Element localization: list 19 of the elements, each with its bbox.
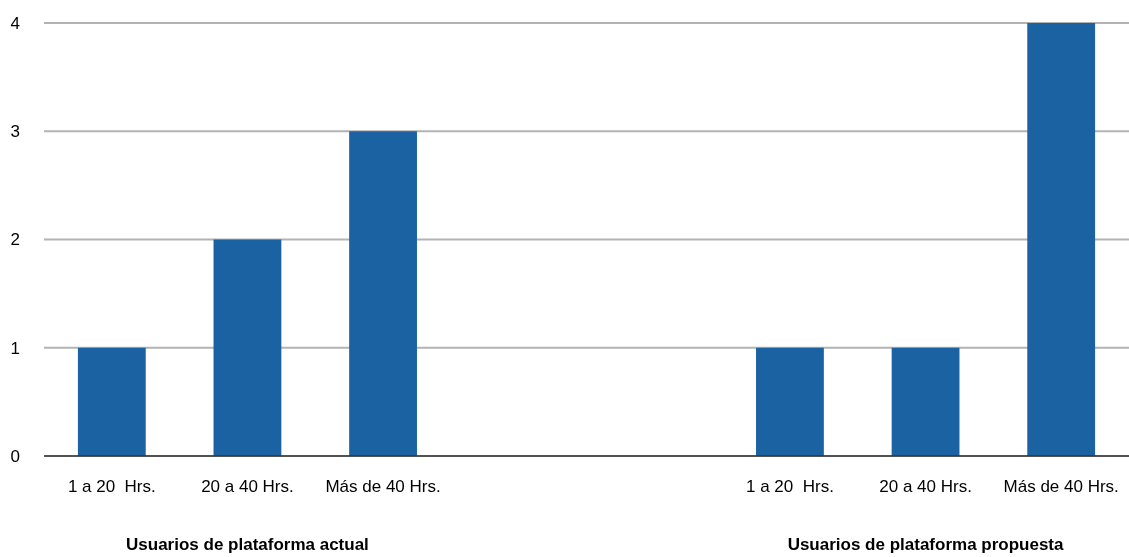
y-tick-label: 1 <box>10 338 20 358</box>
bar <box>77 347 146 456</box>
y-tick-label: 4 <box>10 13 20 33</box>
bar <box>213 239 282 456</box>
x-tick-label: 20 a 40 Hrs. <box>201 477 294 496</box>
y-tick-label: 0 <box>10 446 20 466</box>
bar <box>891 347 960 456</box>
x-tick-label: 1 a 20 Hrs. <box>67 477 156 496</box>
x-tick-label: 1 a 20 Hrs. <box>746 477 834 496</box>
y-tick-label: 2 <box>10 230 20 250</box>
x-tick-label: Más de 40 Hrs. <box>1003 477 1119 496</box>
bar <box>1027 23 1096 456</box>
text: Usuarios de plataforma propuesta <box>787 535 1065 554</box>
text: Usuarios de plataforma actual <box>126 535 369 554</box>
x-tick-label: 20 a 40 Hrs. <box>879 477 972 496</box>
x-tick-label: Más de 40 Hrs. <box>325 477 441 496</box>
bar <box>349 131 417 456</box>
bar <box>756 347 824 456</box>
y-tick-label: 3 <box>10 122 20 142</box>
